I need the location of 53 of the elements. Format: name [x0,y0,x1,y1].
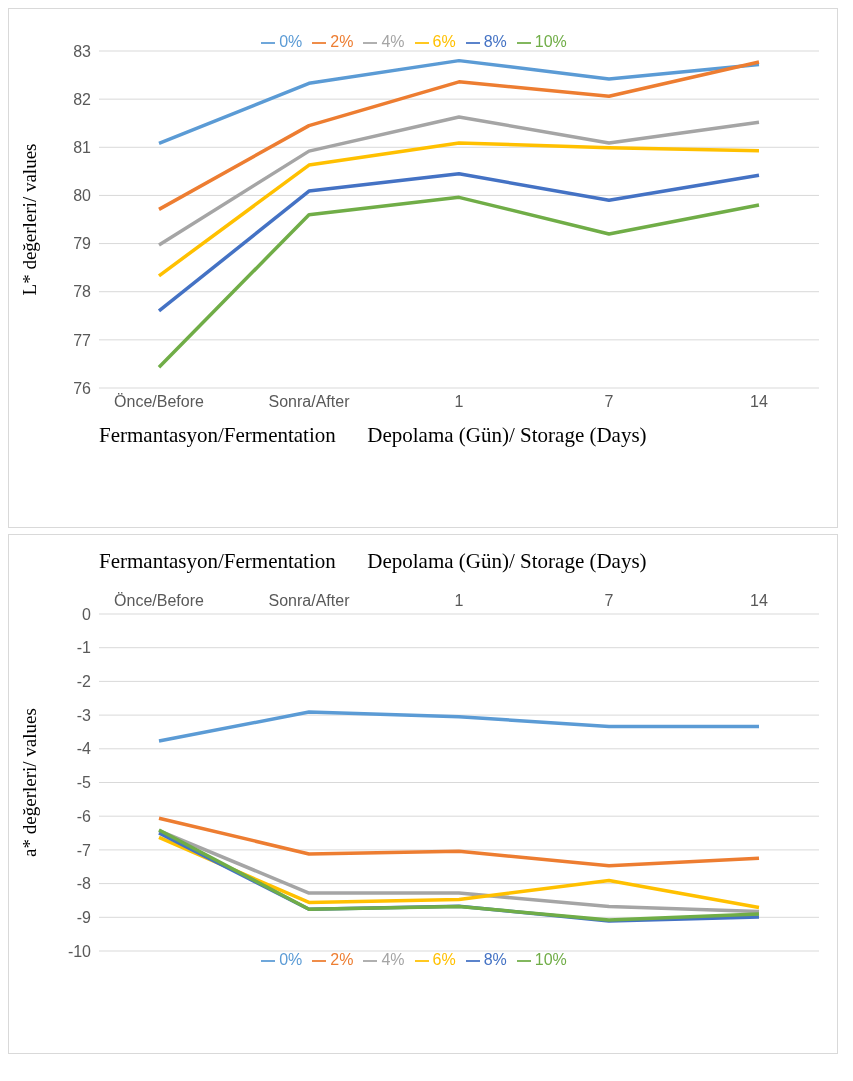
legend-label: 4% [381,951,405,968]
x-tick-label: 14 [750,393,768,411]
y-tick-label: 0 [82,605,92,623]
y-tick-label: -6 [76,807,92,825]
y-tick-label: -7 [76,841,92,859]
x-tick-label: 14 [750,592,768,609]
legend-label: 6% [432,951,456,968]
legend-label: 8% [483,951,507,968]
y-tick-label: 83 [73,42,92,60]
x-tick-label: Sonra/After [268,393,351,411]
x-tick-label: 1 [454,592,464,609]
y-tick-label: -1 [76,639,92,657]
legend-label: 8% [483,33,507,50]
y-tick-label: 81 [73,138,92,156]
x-tick-label: Sonra/After [268,592,351,609]
line-series [157,816,761,868]
x-tick-label: Önce/Before [114,393,205,411]
line-series [157,60,761,212]
x-tick-label: 1 [454,393,464,411]
y-tick-label: -5 [76,774,92,792]
y-tick-label: -8 [76,875,92,893]
y-tick-label: -4 [76,740,92,758]
legend-label: 6% [432,33,456,50]
line-series [157,141,761,278]
y-tick-label: -10 [67,942,92,960]
y-tick-label: 78 [73,283,92,301]
y-axis-title: a* değerleri/ values [18,708,40,857]
legend-label: 2% [330,33,354,50]
line-series [157,172,761,313]
x-axis-title: Fermantasyon/Fermentation Depolama (Gün)/ Storage (Days) [98,549,648,574]
y-tick-label: -2 [76,673,92,691]
y-tick-label: 77 [73,331,92,349]
x-tick-label: Önce/Before [114,592,205,609]
line-series [157,710,761,743]
y-axis-title: L* değerleri/ values [18,143,40,296]
x-tick-label: 7 [604,592,614,609]
legend-label: 0% [279,33,303,50]
y-tick-label: -3 [76,706,92,724]
y-tick-label: 82 [73,90,92,108]
legend-label: 0% [279,951,303,968]
y-tick-label: -9 [76,908,92,926]
x-axis-title: Fermantasyon/Fermentation Depolama (Gün)/ Storage (Days) [98,423,648,448]
line-series [157,195,761,370]
legend-label: 4% [381,33,405,50]
legend-label: 2% [330,951,354,968]
y-tick-label: 79 [73,235,92,253]
legend-label: 10% [534,33,567,50]
x-tick-label: 7 [604,393,614,411]
y-tick-label: 76 [73,379,92,397]
y-tick-label: 80 [73,187,92,205]
legend-label: 10% [534,951,567,968]
line-series [157,115,761,247]
line-series [157,58,761,146]
